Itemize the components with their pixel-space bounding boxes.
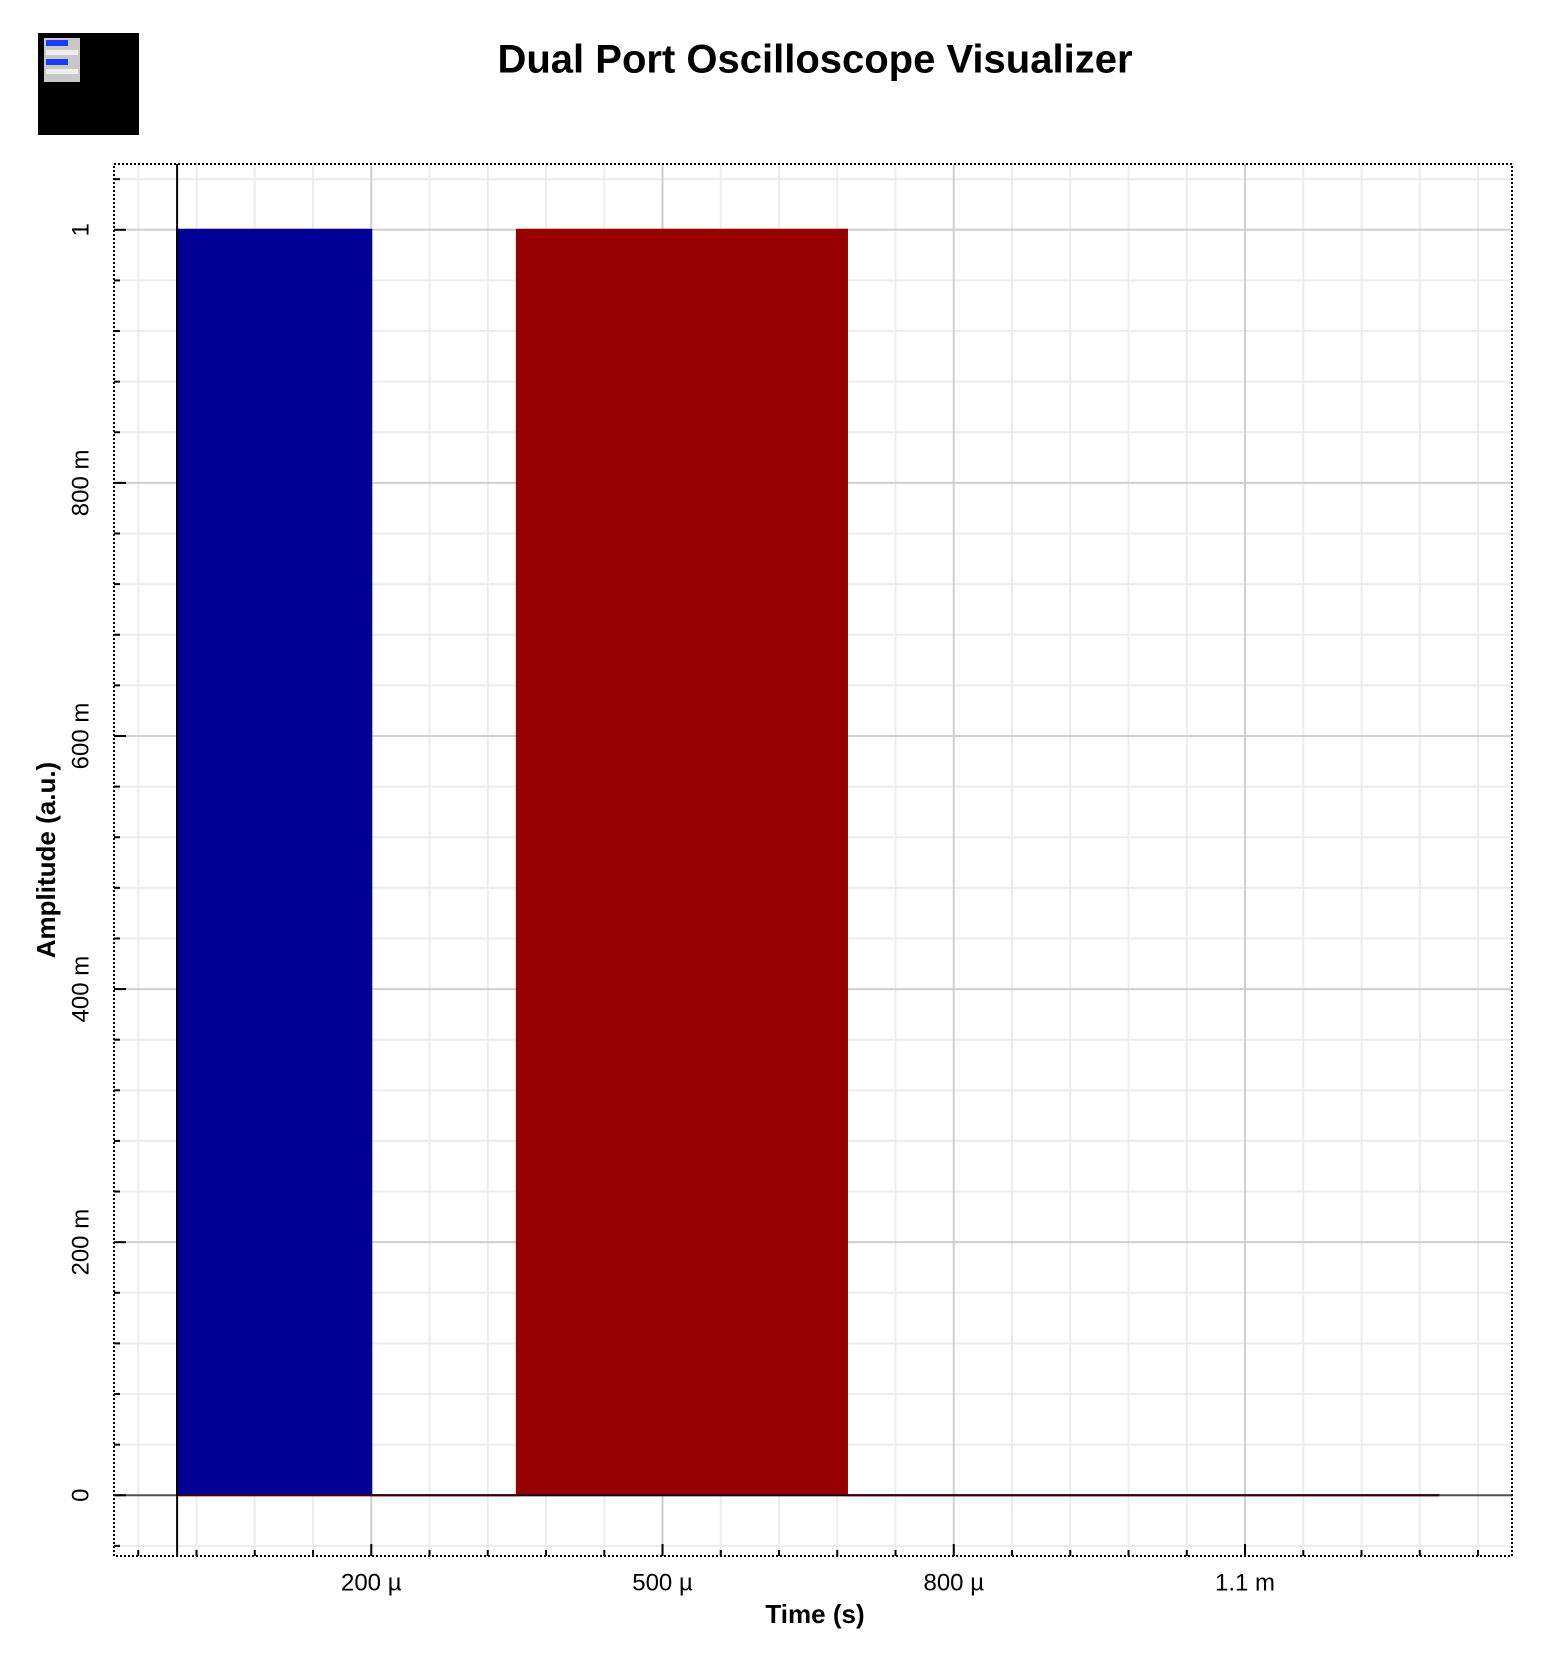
y-tick-label: 200 m bbox=[67, 1209, 94, 1276]
app-icon bbox=[38, 33, 139, 135]
plot-frame bbox=[113, 163, 1513, 1557]
series-area bbox=[177, 229, 1440, 1496]
y-tick-label: 1 bbox=[67, 223, 94, 236]
y-tick-label: 0 bbox=[67, 1489, 94, 1502]
x-tick-label: 500 µ bbox=[632, 1569, 693, 1596]
chart-title: Dual Port Oscilloscope Visualizer bbox=[497, 38, 1132, 82]
series-area bbox=[177, 229, 1440, 1496]
x-tick-label: 200 µ bbox=[341, 1569, 402, 1596]
y-tick-label: 800 m bbox=[67, 450, 94, 517]
x-tick-label: 1.1 m bbox=[1215, 1569, 1275, 1596]
y-tick-label: 400 m bbox=[67, 956, 94, 1023]
y-tick-label: 600 m bbox=[67, 703, 94, 770]
x-tick-label: 800 µ bbox=[923, 1569, 984, 1596]
x-axis-label: Time (s) bbox=[765, 1599, 864, 1629]
y-axis-label: Amplitude (a.u.) bbox=[31, 762, 61, 958]
